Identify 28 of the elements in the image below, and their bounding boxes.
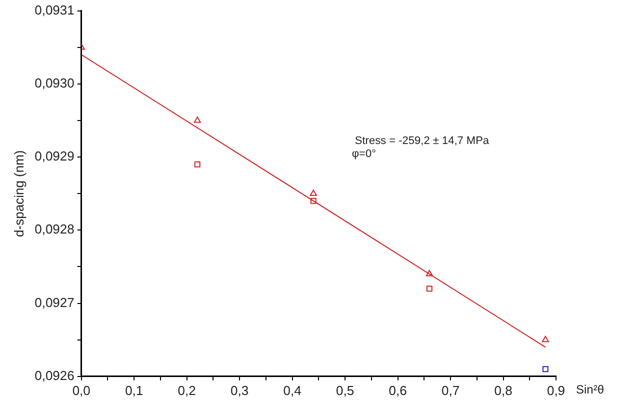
- x-tick-label: 0,3: [230, 382, 249, 398]
- y-tick-label: 0,0930: [34, 76, 74, 90]
- point: [310, 198, 316, 204]
- y-tick-label: 0,0931: [34, 2, 74, 18]
- x-axis-title: Sin²θ: [576, 382, 604, 397]
- point: [426, 270, 433, 276]
- y-tick-label: 0,0929: [34, 148, 74, 164]
- annotation: φ=0°: [352, 148, 376, 160]
- point: [426, 286, 432, 292]
- y-axis-title: d-spacing (nm): [11, 150, 26, 237]
- point: [542, 336, 549, 342]
- x-tick-label: 0,9: [546, 382, 566, 398]
- x-tick-label: 0,8: [494, 382, 512, 398]
- point: [542, 366, 548, 372]
- x-tick-label: 0,0: [72, 382, 90, 398]
- x-tick-label: 0,7: [441, 382, 460, 398]
- x-tick-label: 0,2: [178, 382, 196, 398]
- point: [194, 116, 201, 123]
- annotation: Stress = -259,2 ± 14,7 MPa: [354, 134, 490, 147]
- x-tick-label: 0,1: [125, 382, 144, 398]
- y-tick-label: 0,0928: [34, 222, 74, 237]
- x-tick-label: 0,5: [336, 382, 354, 398]
- point: [194, 161, 200, 168]
- point: [310, 190, 317, 196]
- x-tick-label: 0,6: [388, 382, 407, 398]
- x-tick-label: 0,4: [283, 382, 302, 398]
- y-tick-label: 0,0927: [34, 294, 74, 310]
- y-tick-label: 0,0926: [34, 368, 74, 383]
